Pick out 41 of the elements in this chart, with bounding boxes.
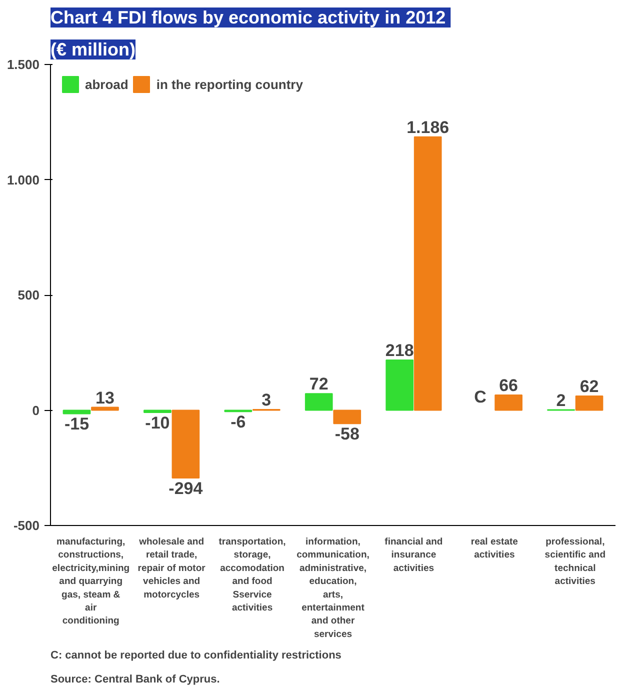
bar <box>304 393 333 411</box>
data-label: 66 <box>499 376 518 396</box>
bar <box>386 360 414 411</box>
data-label: 1.186 <box>406 118 450 137</box>
text: C <box>474 387 486 406</box>
bar <box>494 394 522 411</box>
bar <box>172 410 200 479</box>
data-label: 3 <box>262 390 272 410</box>
data-label: -15 <box>64 414 90 434</box>
data-label: 72 <box>309 374 328 394</box>
bar <box>575 395 604 411</box>
bar <box>333 410 362 424</box>
y-tick-label: -500 <box>13 518 40 533</box>
chart-subtitle: (€ million) <box>50 40 136 60</box>
data-label: 13 <box>96 388 114 408</box>
x-tick-label: real estate activities <box>470 536 518 561</box>
source-note: Source: Central Bank of Cyprus. <box>50 674 220 686</box>
x-tick-label: transportation, storage, accomodation and food Sservice activities <box>218 536 286 614</box>
bar <box>144 410 172 414</box>
data-label: -58 <box>334 424 360 444</box>
data-label: 2 <box>556 390 566 410</box>
bar <box>414 136 442 411</box>
y-tick-label: 0 <box>32 402 40 418</box>
data-label: 218 <box>385 341 414 360</box>
y-tick-label: 1.000 <box>6 172 40 188</box>
x-tick-label: manufacturing, constructions, electricity,mining and quarrying gas, steam & air conditioning <box>52 536 130 627</box>
legend-label: in the reporting country <box>156 76 303 92</box>
x-tick-label: financial and insurance activities <box>384 536 443 574</box>
data-label: 62 <box>580 376 599 396</box>
x-tick-label: professional, scientific and technical activities <box>544 536 606 588</box>
bar <box>91 406 119 411</box>
data-label: -6 <box>230 412 246 432</box>
y-tick-label: 500 <box>18 288 40 302</box>
data-label: -294 <box>168 479 204 498</box>
data-label: -10 <box>145 414 170 433</box>
x-tick-label: wholesale and retail trade, repair of motor vehicles and motorcycles <box>138 536 206 600</box>
y-tick-label: 1.500 <box>6 57 40 72</box>
legend-label: abroad <box>85 76 128 92</box>
chart-title: Chart 4 FDI flows by economic activity in 2012 <box>50 8 446 28</box>
x-tick-label: information, communication, administrative, education, arts, entertainment and other services <box>296 536 370 640</box>
text: C: cannot be reported due to confidentiality restrictions <box>50 650 342 662</box>
